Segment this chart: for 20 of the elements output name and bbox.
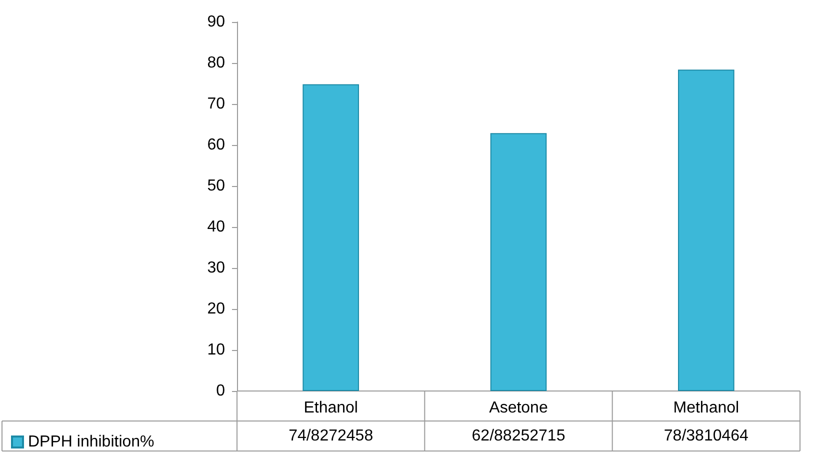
y-tick-label: 0 [216, 382, 226, 400]
data-label: 78/3810464 [664, 428, 749, 444]
x-tick-label: Ethanol [304, 400, 358, 416]
y-tick-label: 90 [207, 14, 226, 30]
bar [490, 133, 547, 391]
legend-label: DPPH inhibition% [28, 434, 154, 450]
x-tick-label: Asetone [489, 400, 548, 416]
data-label: 62/88252715 [472, 428, 566, 444]
x-tick-label: Methanol [673, 400, 740, 416]
y-tick-label: 50 [207, 178, 226, 194]
y-tick-label: 60 [207, 136, 226, 154]
y-tick-label: 80 [207, 54, 226, 72]
bar [302, 84, 359, 391]
y-tick-label: 30 [207, 260, 226, 276]
y-tick-label: 70 [207, 96, 226, 112]
y-tick-label: 40 [207, 218, 226, 236]
y-tick-label: 20 [207, 300, 226, 318]
bar [678, 70, 734, 391]
data-label: 74/8272458 [288, 428, 374, 444]
y-tick-label: 10 [207, 342, 226, 358]
